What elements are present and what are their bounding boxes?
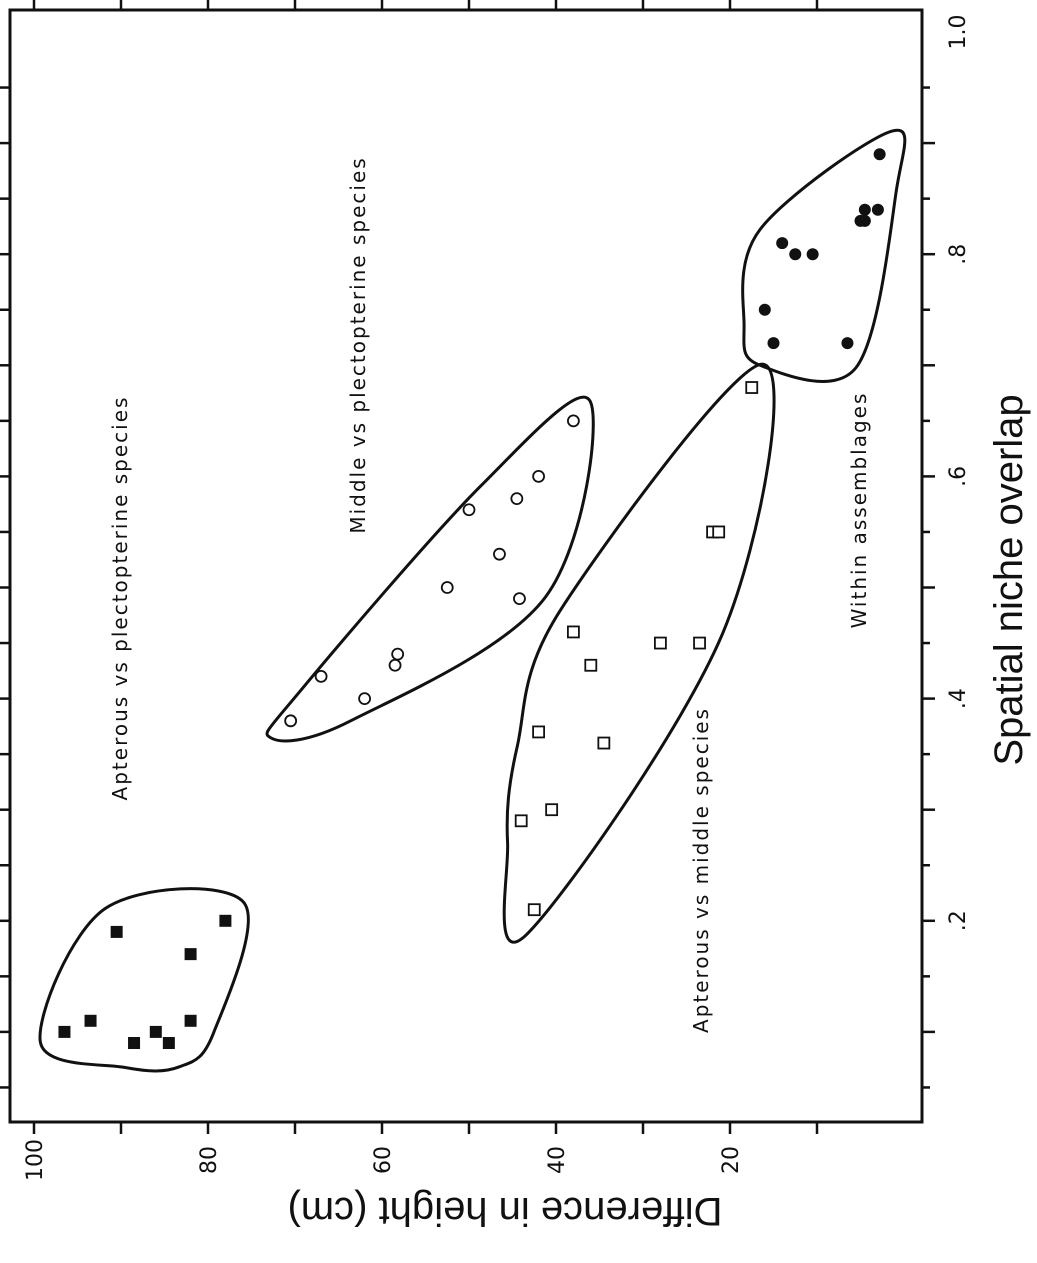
data-point — [767, 337, 780, 350]
data-point — [758, 303, 771, 316]
data-point — [510, 492, 524, 506]
data-point — [584, 658, 598, 672]
data-point — [514, 814, 528, 828]
x-tick-label: .2 — [946, 910, 971, 931]
data-point — [745, 381, 759, 394]
data-point — [532, 725, 545, 739]
x-tick-label: 1.0 — [946, 15, 971, 50]
data-point — [873, 148, 886, 161]
data-point — [806, 248, 819, 261]
data-point — [149, 1025, 162, 1038]
data-point — [871, 203, 884, 216]
y-tick-label: 80 — [197, 1146, 222, 1174]
data-point — [513, 592, 526, 606]
data-point — [314, 669, 328, 683]
x-axis-title: Spatial niche overlap — [987, 394, 1031, 765]
data-point — [597, 736, 611, 750]
data-point — [128, 1037, 141, 1050]
data-point — [532, 469, 545, 483]
data-point — [84, 1014, 97, 1027]
y-tick-label: 60 — [371, 1146, 396, 1174]
group-hull — [741, 128, 907, 383]
y-tick-label: 40 — [545, 1146, 570, 1174]
data-point — [841, 337, 854, 350]
plot-frame — [8, 8, 924, 1124]
axis-tick-labels: .2 .4 .6 .8 1.0 20 40 60 80 100 — [23, 15, 971, 1182]
group-label: Within assemblages — [847, 392, 871, 629]
data-point — [440, 581, 454, 594]
y-axis-title: Difference in height (cm) — [288, 1189, 723, 1233]
x-tick-label: .4 — [946, 688, 971, 709]
data-point — [358, 692, 372, 705]
data-point — [493, 547, 506, 561]
data-point — [184, 1014, 197, 1027]
data-point — [388, 658, 402, 672]
x-tick-label: .8 — [946, 244, 971, 265]
group-label: Apterous vs plectopterine species — [108, 396, 132, 801]
group-hull — [265, 395, 595, 743]
group-hull — [502, 362, 776, 944]
data-point — [162, 1037, 175, 1050]
x-tick-label: .6 — [946, 466, 971, 487]
y-tick-label: 20 — [719, 1146, 744, 1174]
data-point — [462, 503, 476, 517]
axis-ticks — [0, 0, 935, 1134]
data-point — [858, 214, 871, 227]
data-point — [184, 948, 197, 961]
data-point — [527, 903, 541, 917]
group-hull — [38, 887, 250, 1073]
group-label: Apterous vs middle species — [689, 707, 713, 1033]
data-point — [654, 636, 667, 650]
data-point — [219, 914, 232, 927]
data-points — [58, 148, 886, 1050]
data-point — [110, 925, 123, 938]
data-point — [545, 803, 559, 817]
data-point — [712, 525, 726, 539]
data-point — [858, 203, 871, 216]
y-tick-label: 100 — [23, 1139, 48, 1181]
data-point — [567, 625, 580, 639]
data-point — [789, 248, 802, 261]
data-point — [567, 414, 580, 428]
group-labels: Apterous vs plectopterine species Middle … — [108, 156, 871, 1033]
data-point — [58, 1025, 71, 1038]
data-point — [693, 636, 706, 650]
data-point — [776, 237, 789, 250]
group-label: Middle vs plectopterine species — [346, 156, 370, 533]
data-point — [284, 714, 298, 728]
group-hulls — [38, 128, 907, 1073]
data-point — [391, 647, 405, 661]
